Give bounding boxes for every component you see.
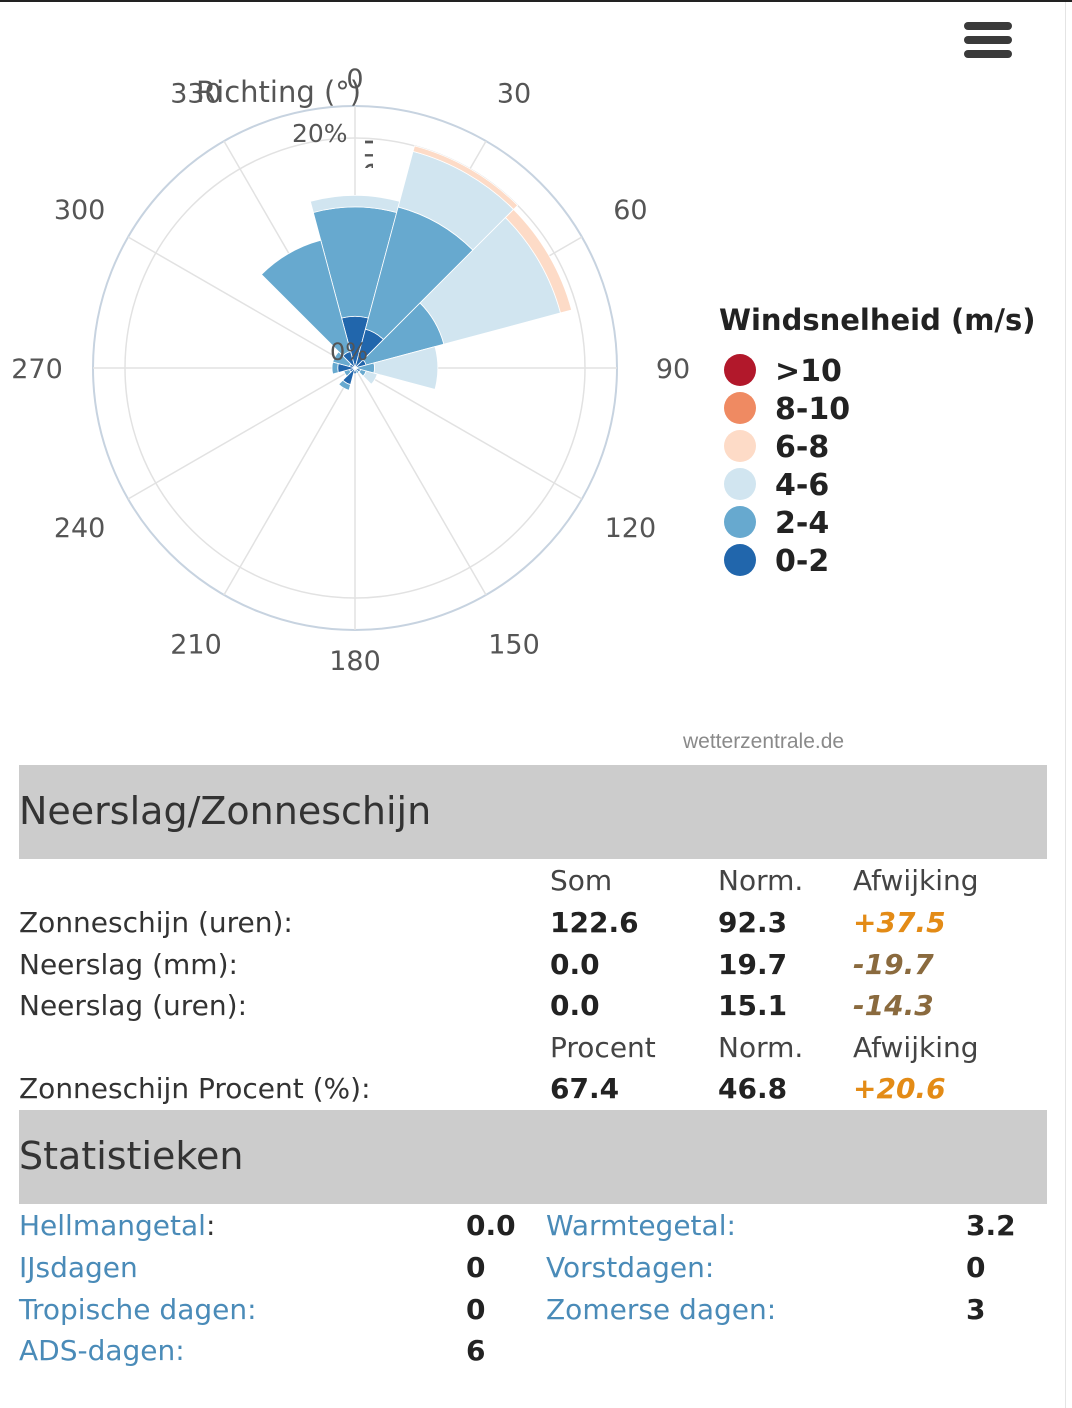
polar-spoke (354, 367, 583, 500)
row-label: Neerslag (mm): (19, 948, 238, 981)
header-procent: Procent (550, 1031, 656, 1064)
table-row: Zonneschijn Procent (%): 67.4 46.8 +20.6 (19, 1072, 1047, 1112)
table-header-row: Som Norm. Afwijking (19, 864, 1047, 904)
row-deviation: -19.7 (853, 948, 934, 981)
wind-bar-6-8-dir-60 (504, 208, 573, 314)
warmtegetal-link[interactable]: Warmtegetal: (546, 1209, 736, 1242)
legend-label: 0-2 (775, 544, 829, 579)
row-som: 0.0 (550, 948, 600, 981)
stat-value: 0 (966, 1251, 986, 1284)
zomerse-dagen-link[interactable]: Zomerse dagen: (546, 1293, 777, 1326)
legend-swatch-2-4 (724, 506, 756, 538)
section-title: Statistieken (19, 1134, 244, 1178)
radial-tick-label: 0% (330, 338, 368, 366)
angle-tick-label: 0 (346, 64, 363, 95)
ijsdagen-link[interactable]: IJsdagen (19, 1251, 138, 1284)
section-title: Neerslag/Zonneschijn (19, 789, 432, 833)
right-border (1065, 2, 1066, 1408)
table-header-row: Procent Norm. Afwijking (19, 1031, 1047, 1071)
hellmangetal-link[interactable]: Hellmangetal (19, 1209, 206, 1242)
stats-row: ADS-dagen: 6 (19, 1334, 1047, 1374)
stat-value: 0 (466, 1293, 486, 1326)
header-afwijking: Afwijking (853, 864, 979, 897)
wind-bar-4-6-dir-90 (373, 346, 439, 390)
row-procent: 67.4 (550, 1072, 620, 1105)
angle-tick-label: 210 (170, 629, 222, 660)
header-som: Som (550, 864, 613, 897)
angle-tick-label: 300 (54, 195, 106, 226)
legend-swatch-4-6 (724, 468, 756, 500)
legend-title: Windsnelheid (m/s) (719, 303, 1036, 337)
row-norm: 46.8 (718, 1072, 788, 1105)
polar-spoke (354, 367, 487, 596)
table-row: Neerslag (uren): 0.0 15.1 -14.3 (19, 989, 1047, 1029)
header-norm: Norm. (718, 864, 804, 897)
row-norm: 92.3 (718, 906, 788, 939)
radial-tick-label: 20% (292, 119, 348, 148)
legend-swatch-8-10 (724, 392, 756, 424)
colon: : (205, 1209, 216, 1242)
stats-row: Tropische dagen: 0 Zomerse dagen: 3 (19, 1293, 1047, 1333)
row-norm: 15.1 (718, 989, 788, 1022)
legend-swatch-0-2 (724, 544, 756, 576)
stat-value: 0.0 (466, 1209, 516, 1242)
angle-tick-label: 150 (488, 629, 540, 660)
wind-bar-2-4-dir-210 (338, 379, 352, 391)
legend-label: 8-10 (775, 392, 850, 427)
row-som: 122.6 (550, 906, 639, 939)
stat-value: 3.2 (966, 1209, 1016, 1242)
wind-bar-6-8-dir-30 (412, 145, 519, 210)
stats-row: Hellmangetal: 0.0 Warmtegetal: 3.2 (19, 1209, 1047, 1249)
legend-label: 2-4 (775, 506, 829, 541)
stat-value: 3 (966, 1293, 986, 1326)
radial-axis-title: Frequentie (358, 138, 389, 281)
angle-tick-label: 60 (613, 195, 647, 226)
row-norm: 19.7 (718, 948, 788, 981)
angle-tick-label: 120 (605, 513, 657, 544)
stats-row: IJsdagen 0 Vorstdagen: 0 (19, 1251, 1047, 1291)
row-label: Zonneschijn (uren): (19, 906, 293, 939)
angle-tick-label: 240 (54, 513, 106, 544)
legend-label: >10 (775, 354, 842, 389)
polar-spoke (127, 367, 356, 500)
header-norm: Norm. (718, 1031, 804, 1064)
row-deviation: +20.6 (853, 1072, 946, 1105)
section-header-statistieken: Statistieken (19, 1110, 1047, 1204)
row-label: Neerslag (uren): (19, 989, 248, 1022)
row-label: Zonneschijn Procent (%): (19, 1072, 371, 1105)
header-afwijking: Afwijking (853, 1031, 979, 1064)
angle-tick-label: 330 (170, 79, 222, 110)
table-row: Neerslag (mm): 0.0 19.7 -19.7 (19, 948, 1047, 988)
ads-dagen-link[interactable]: ADS-dagen: (19, 1334, 185, 1367)
chart-credit[interactable]: wetterzentrale.de (683, 730, 845, 753)
top-border (0, 0, 1072, 2)
tropische-dagen-link[interactable]: Tropische dagen: (19, 1293, 257, 1326)
stat-value: 0 (466, 1251, 486, 1284)
vorstdagen-link[interactable]: Vorstdagen: (546, 1251, 715, 1284)
polar-spoke (127, 236, 356, 369)
stat-hellmangetal: Hellmangetal: (19, 1209, 215, 1242)
wind-bar-4-6-dir-120 (362, 370, 378, 385)
row-deviation: -14.3 (853, 989, 934, 1022)
row-som: 0.0 (550, 989, 600, 1022)
wind-bar-2-4-dir-330 (260, 239, 352, 357)
angular-axis-title: Richting (°) (196, 75, 361, 109)
polar-spoke (223, 367, 356, 596)
legend-label: 4-6 (775, 468, 829, 503)
legend-label: 6-8 (775, 430, 829, 465)
angle-tick-label: 30 (497, 79, 531, 110)
angle-tick-label: 90 (656, 354, 690, 385)
wind-rose-chart: 0 30 60 90 120 150 180 210 240 270 300 330 0% 20% Rich… (11, 64, 1036, 677)
angle-tick-label: 180 (329, 646, 381, 677)
legend-swatch-gt10 (724, 354, 756, 386)
row-deviation: +37.5 (853, 906, 946, 939)
section-header-neerslag: Neerslag/Zonneschijn (19, 765, 1047, 859)
table-row: Zonneschijn (uren): 122.6 92.3 +37.5 (19, 906, 1047, 946)
legend-swatch-6-8 (724, 430, 756, 462)
stat-value: 6 (466, 1334, 486, 1367)
angle-tick-label: 270 (11, 354, 63, 385)
hamburger-menu-icon[interactable] (960, 20, 1016, 62)
